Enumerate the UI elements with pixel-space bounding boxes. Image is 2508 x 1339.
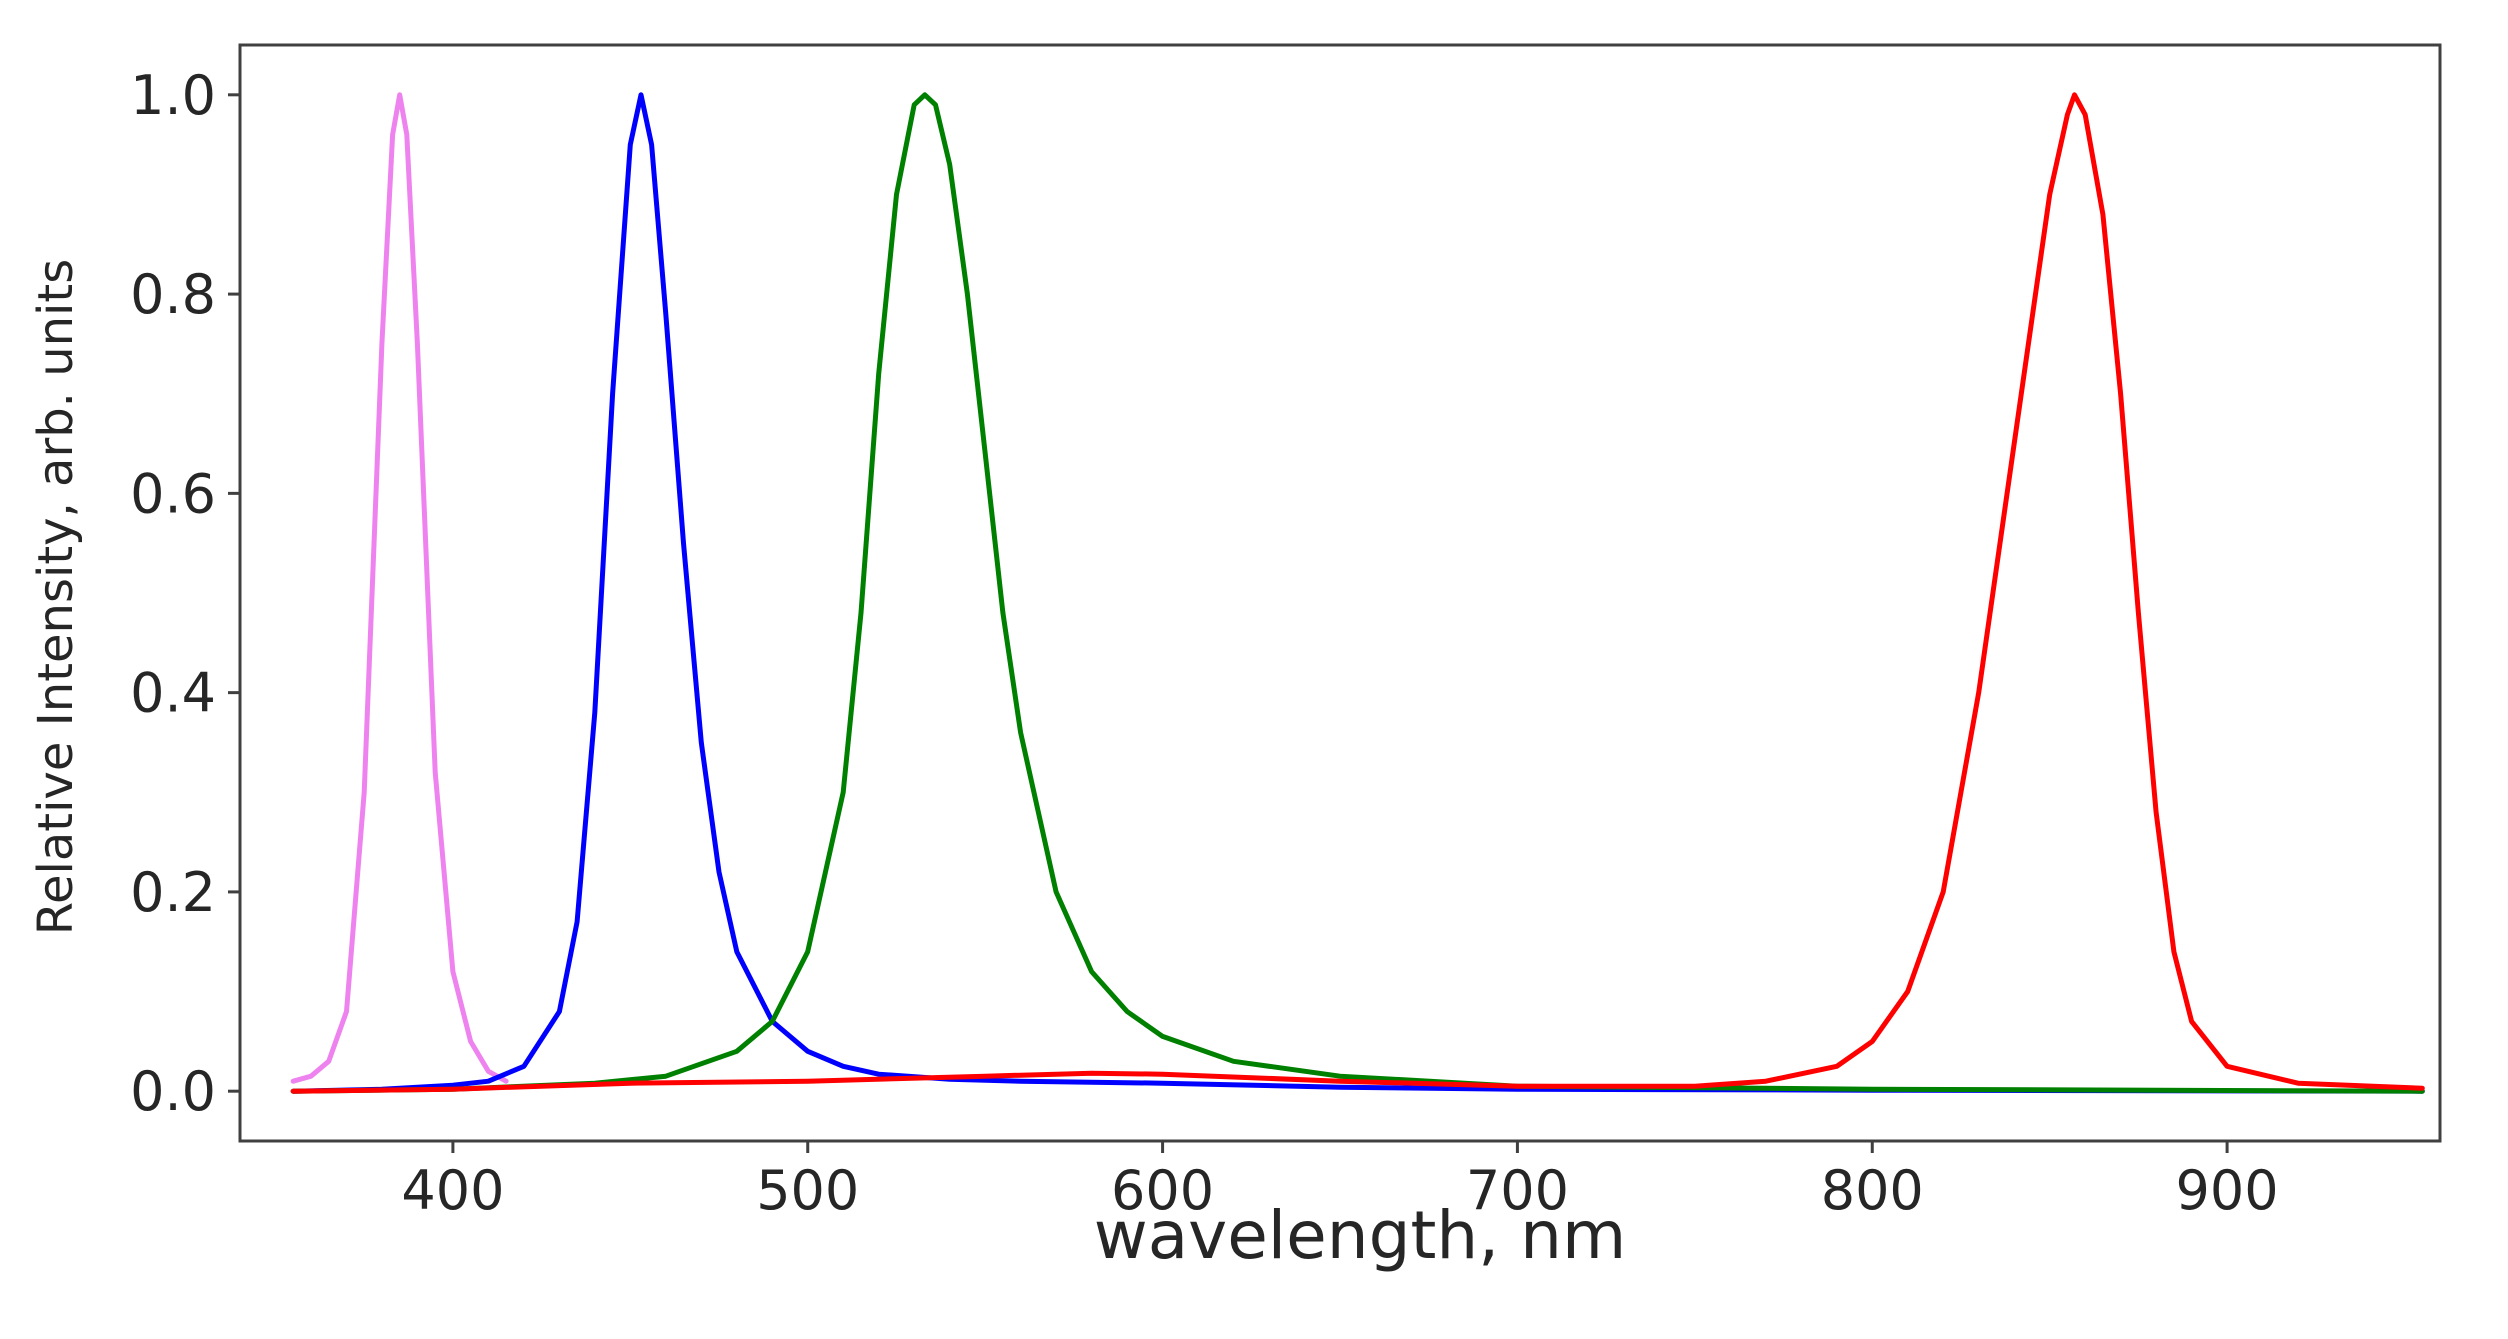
y-axis: 0.0 0.2 0.4 0.6 0.8 1.0 [130, 64, 240, 1123]
x-tick-label: 800 [1821, 1159, 1924, 1222]
x-tick-label: 600 [1111, 1159, 1214, 1222]
y-tick-label: 1.0 [130, 64, 216, 127]
series-line-2 [290, 92, 2425, 1094]
y-axis-label: Relative Intensity, arb. units [28, 259, 84, 935]
y-tick-label: 0.6 [130, 462, 216, 525]
x-tick-label: 500 [756, 1159, 859, 1222]
series-line-1 [290, 92, 509, 1084]
series-line-3 [290, 92, 2425, 1094]
x-tick-label: 700 [1466, 1159, 1569, 1222]
y-tick-label: 0.2 [130, 861, 216, 924]
y-tick-label: 0.4 [130, 662, 216, 725]
y-tick-label: 0.0 [130, 1060, 216, 1123]
x-tick-label: 900 [2176, 1159, 2279, 1222]
series-line-4 [290, 92, 2425, 1094]
y-tick-label: 0.8 [130, 263, 216, 326]
x-axis: 400 500 600 700 800 900 [401, 1141, 2279, 1222]
plot-frame [238, 43, 2442, 1143]
x-tick-label: 400 [401, 1159, 504, 1222]
series-layer [290, 92, 2425, 1094]
x-axis-label: wavelength, nm [1094, 1197, 1627, 1274]
